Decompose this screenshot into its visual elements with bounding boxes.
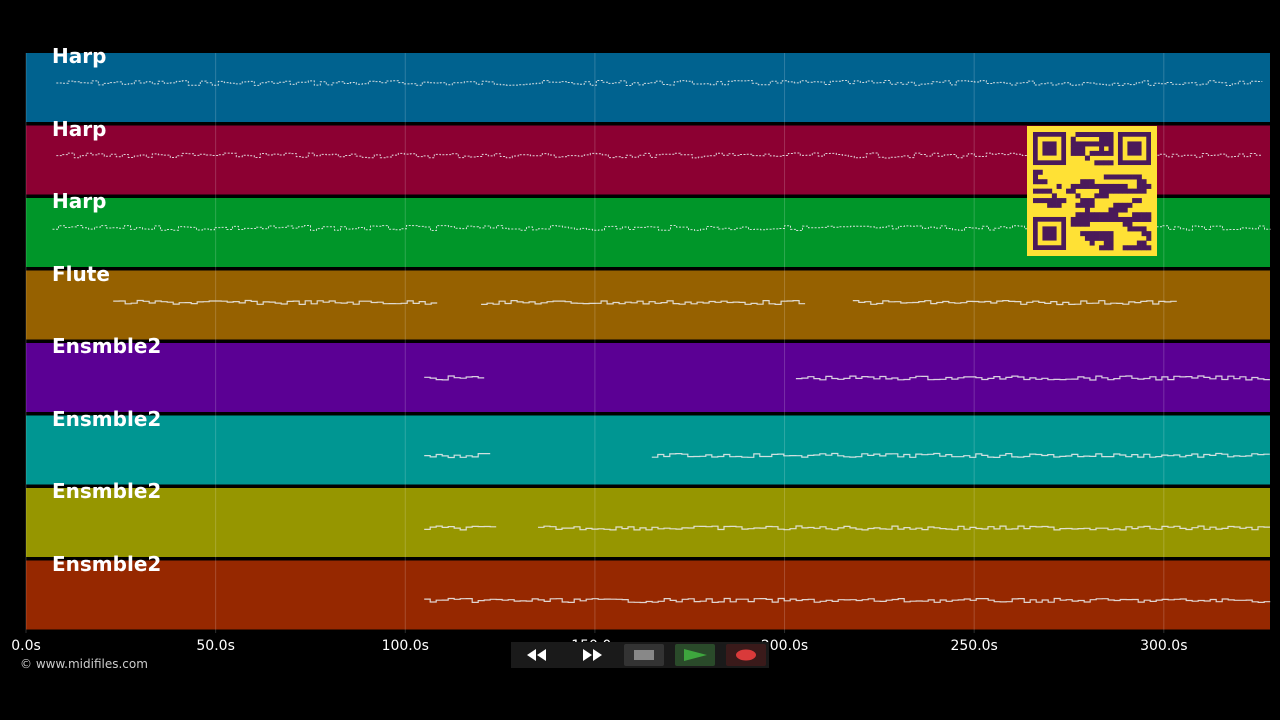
transport-bar bbox=[511, 642, 769, 668]
track-label: Ensmble2 bbox=[52, 335, 161, 357]
track-label: Harp bbox=[52, 190, 106, 212]
rewind-icon bbox=[524, 648, 550, 662]
fast-forward-button[interactable] bbox=[572, 644, 612, 666]
fast-forward-icon bbox=[579, 648, 605, 662]
stop-icon bbox=[633, 648, 655, 662]
track-label: Flute bbox=[52, 263, 110, 285]
play-icon bbox=[681, 648, 709, 662]
track-label: Ensmble2 bbox=[52, 408, 161, 430]
track-label: Ensmble2 bbox=[52, 553, 161, 575]
copyright-text: © www.midifiles.com bbox=[20, 657, 148, 671]
record-button[interactable] bbox=[726, 644, 766, 666]
track-lane bbox=[26, 416, 1270, 485]
track-lane bbox=[26, 271, 1270, 340]
tick-label: 0.0s bbox=[11, 638, 41, 654]
tick-label: 50.0s bbox=[196, 638, 234, 654]
track-label: Harp bbox=[52, 45, 106, 67]
play-button[interactable] bbox=[675, 644, 715, 666]
track-label: Harp bbox=[52, 118, 106, 140]
tick-label: 300.0s bbox=[1140, 638, 1187, 654]
track-label: Ensmble2 bbox=[52, 480, 161, 502]
record-icon bbox=[734, 648, 758, 662]
rewind-button[interactable] bbox=[517, 644, 557, 666]
track-lane bbox=[26, 53, 1270, 122]
stop-button[interactable] bbox=[624, 644, 664, 666]
tick-label: 250.0s bbox=[950, 638, 997, 654]
track-lane bbox=[26, 488, 1270, 557]
tick-label: 100.0s bbox=[382, 638, 429, 654]
track-lane bbox=[26, 561, 1270, 630]
qr-code-image bbox=[1027, 126, 1157, 256]
